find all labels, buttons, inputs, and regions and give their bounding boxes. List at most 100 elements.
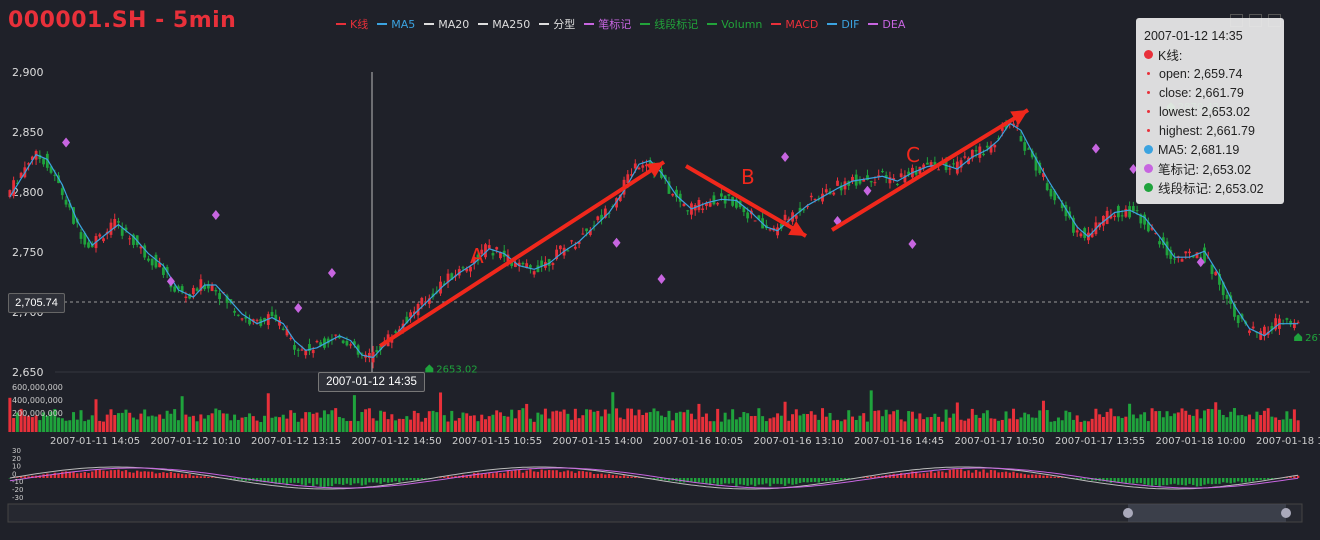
candle-body	[701, 208, 704, 209]
candle-body	[1132, 206, 1135, 211]
volume-bar	[27, 416, 30, 432]
legend-item[interactable]: 分型	[539, 16, 575, 32]
legend-swatch-icon	[584, 23, 594, 25]
macd-bar	[473, 473, 475, 478]
bi-marker	[1092, 144, 1100, 154]
legend-swatch-icon	[640, 23, 650, 25]
macd-bar	[825, 478, 827, 481]
volume-bar	[1229, 412, 1232, 432]
legend-item[interactable]: MA20	[424, 16, 469, 32]
macd-bar	[720, 478, 722, 484]
candle-body	[574, 247, 577, 249]
candle-body	[462, 267, 465, 268]
candle-body	[488, 245, 491, 249]
volume-bar	[682, 412, 685, 432]
x-tick-label: 2007-01-17 10:50	[955, 436, 1045, 447]
volume-bar	[405, 416, 408, 432]
macd-bar	[481, 474, 483, 478]
volume-bar	[791, 414, 794, 432]
macd-bar	[784, 478, 786, 486]
macd-bar	[829, 478, 831, 481]
volume-bar	[948, 418, 951, 432]
volume-bar	[1222, 415, 1225, 432]
volume-bar	[1158, 411, 1161, 432]
volume-bar	[271, 418, 274, 432]
legend-item[interactable]: MACD	[771, 16, 818, 32]
macd-bar	[1046, 476, 1048, 478]
macd-bar	[387, 478, 389, 483]
volume-bar	[709, 421, 712, 432]
volume-bar	[1210, 409, 1213, 432]
macd-bar	[836, 478, 838, 480]
current-price-label: 2,705.74	[8, 293, 65, 313]
volume-bar	[623, 419, 626, 432]
candle-body	[143, 245, 146, 257]
macd-bar	[1218, 478, 1220, 484]
candle-body	[87, 242, 90, 247]
volume-bar	[735, 419, 738, 432]
legend-item[interactable]: MA250	[478, 16, 530, 32]
tooltip-kline: K线:	[1144, 45, 1276, 64]
candle-body	[881, 171, 884, 172]
volume-bar	[814, 415, 817, 432]
macd-bar	[492, 473, 494, 478]
candle-body	[948, 169, 951, 170]
macd-bar	[95, 470, 97, 478]
volume-bar	[469, 416, 472, 432]
legend-item[interactable]: DIF	[827, 16, 859, 32]
volume-bar	[102, 422, 105, 432]
candle-body	[784, 215, 787, 220]
volume-bar	[274, 417, 277, 432]
volume-bar	[570, 420, 573, 432]
volume-bar	[1278, 420, 1281, 432]
volume-bar	[881, 416, 884, 432]
macd-bar	[795, 478, 797, 484]
candle-body	[1128, 206, 1131, 217]
seg-dot-icon	[1144, 183, 1153, 192]
candle-body	[342, 340, 345, 343]
macd-bar	[1241, 478, 1243, 482]
tooltip-ma5: MA5: 2,681.19	[1144, 140, 1276, 159]
macd-bar	[331, 478, 333, 486]
macd-bar	[694, 478, 696, 482]
macd-bar	[761, 478, 763, 484]
macd-bar	[282, 478, 284, 483]
macd-tick-label: 20	[12, 455, 21, 463]
macd-bar	[372, 478, 374, 482]
bi-marker	[657, 274, 665, 284]
macd-bar	[600, 474, 602, 478]
legend-item[interactable]: K线	[336, 16, 368, 32]
macd-bar	[1252, 478, 1254, 481]
volume-bar	[1117, 416, 1120, 432]
legend-item[interactable]: MA5	[377, 16, 415, 32]
volume-bar	[211, 413, 214, 432]
macd-bar	[402, 478, 404, 481]
legend-item[interactable]: Volumn	[707, 16, 762, 32]
macd-bar	[1196, 478, 1198, 486]
legend-item[interactable]: DEA	[868, 16, 905, 32]
macd-bar	[660, 478, 662, 480]
volume-bar	[926, 417, 929, 432]
candle-body	[1184, 251, 1187, 253]
candle-body	[559, 246, 562, 249]
volume-bar	[458, 418, 461, 432]
macd-bar	[1050, 476, 1052, 478]
macd-bar	[207, 477, 209, 478]
candle-body	[196, 288, 199, 291]
volume-bar	[1001, 420, 1004, 432]
volume-bar	[447, 422, 450, 432]
legend-item[interactable]: 笔标记	[584, 16, 631, 32]
volume-bar	[1177, 412, 1180, 432]
bullet-icon	[1147, 91, 1150, 94]
candle-body	[832, 193, 835, 195]
legend-item[interactable]: 线段标记	[640, 16, 698, 32]
macd-bar	[1110, 478, 1112, 483]
y-tick-label: 2,850	[12, 126, 44, 139]
volume-bar	[113, 415, 116, 432]
volume-bar	[1263, 411, 1266, 432]
volume-bar	[559, 412, 562, 432]
macd-bar	[102, 471, 104, 478]
volume-bar	[1061, 420, 1064, 432]
